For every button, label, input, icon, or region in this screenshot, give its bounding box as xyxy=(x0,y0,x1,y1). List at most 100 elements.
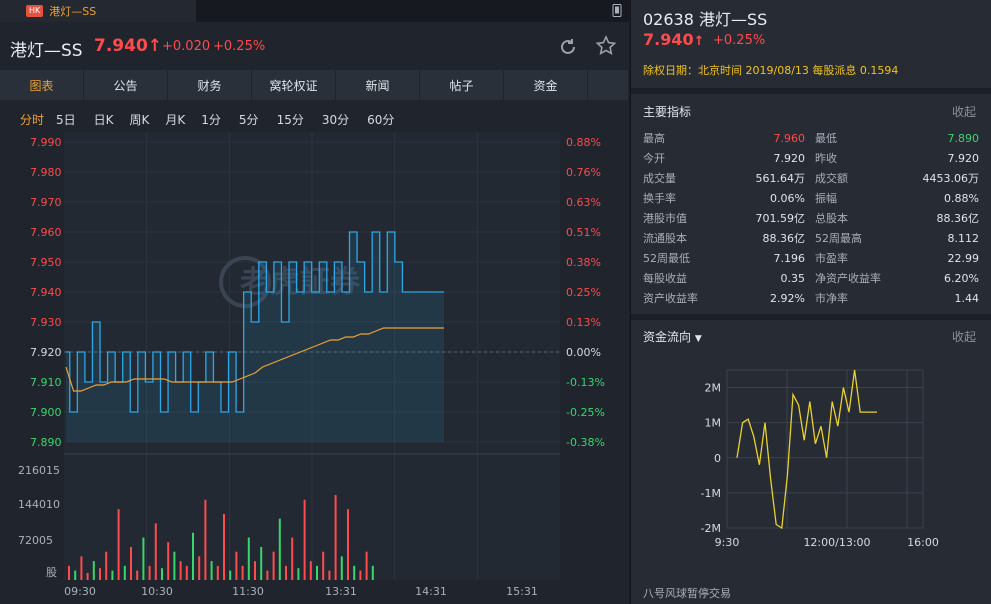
period-5min[interactable]: 5分 xyxy=(238,112,259,127)
metric-row: 52周最低 7.196 市盈率 22.99 xyxy=(643,248,979,268)
metric-value: 8.112 xyxy=(947,231,980,245)
hk-badge: HK xyxy=(26,5,44,17)
phone-icon[interactable] xyxy=(612,4,622,17)
volume-bar xyxy=(154,523,157,580)
tab-more[interactable] xyxy=(588,70,628,100)
volume-bar xyxy=(167,542,170,580)
metric-label: 换手率 xyxy=(643,192,676,205)
period-intraday[interactable]: 分时 xyxy=(20,112,45,127)
tab-title: 港灯—SS xyxy=(49,5,97,18)
period-15min[interactable]: 15分 xyxy=(276,112,304,127)
refresh-icon[interactable] xyxy=(557,36,579,58)
period-1min[interactable]: 1分 xyxy=(201,112,221,127)
metric-row: 资产收益率 2.92% 市净率 1.44 xyxy=(643,288,979,308)
volume-bar xyxy=(161,568,163,580)
flow-x-label: 12:00/13:00 xyxy=(803,536,870,549)
info-panel: 02638 港灯—SS 7.940↑ +0.25% 除权日期：北京时间 2019… xyxy=(630,0,991,604)
tab-announcements[interactable]: 公告 xyxy=(84,70,167,100)
volume-bar xyxy=(210,561,213,580)
volume-bar xyxy=(285,565,287,580)
metric-value: 4453.06万 xyxy=(922,172,980,185)
y-axis-label: 7.910 xyxy=(30,376,62,389)
metric-value: 7.920 xyxy=(773,151,806,165)
star-icon[interactable] xyxy=(595,35,617,57)
right-pct: +0.25% xyxy=(713,33,766,48)
metric-value: 2.92% xyxy=(770,291,805,305)
metric-value: 0.35 xyxy=(780,271,806,285)
metric-label: 市净率 xyxy=(815,292,848,305)
metrics-collapse-button[interactable]: 收起 xyxy=(951,105,976,119)
stock-tab[interactable]: HK 港灯—SS xyxy=(0,0,196,22)
period-30min[interactable]: 30分 xyxy=(321,112,350,127)
tab-chart[interactable]: 图表 xyxy=(0,70,83,100)
right-price: 7.940↑ xyxy=(643,30,705,49)
flow-y-label: 2M xyxy=(705,382,722,395)
metric-label: 资产收益率 xyxy=(643,292,698,305)
metric-row: 最高 7.960 最低 7.890 xyxy=(643,128,979,148)
volume-bar xyxy=(142,537,145,580)
average-price-line xyxy=(65,327,444,392)
tab-strip: HK 港灯—SS xyxy=(0,0,629,22)
fund-flow-title[interactable]: 资金流向 ▼ xyxy=(643,330,702,344)
period-weekly[interactable]: 周K xyxy=(129,112,150,127)
y-axis-pct-label: -0.25% xyxy=(566,406,605,419)
metric-row: 成交量 561.64万 成交额 4453.06万 xyxy=(643,168,979,188)
metric-value: 88.36亿 xyxy=(762,232,806,245)
fund-flow-collapse-button[interactable]: 收起 xyxy=(951,330,976,344)
volume-bar xyxy=(322,551,325,580)
intraday-chart[interactable]: 老虎証券 7.990 7.980 7.970 7.960 7.950 7.940 7.930… xyxy=(0,132,629,604)
volume-bar xyxy=(111,570,114,580)
caret-down-icon: ▼ xyxy=(694,334,702,344)
volume-bar xyxy=(185,565,188,580)
metric-label: 总股本 xyxy=(815,212,848,225)
x-axis-label: 10:30 xyxy=(141,585,173,598)
chart-panel: HK 港灯—SS 港灯—SS 7.940↑ +0.020 +0.25% 图表 公… xyxy=(0,0,629,604)
volume-bar xyxy=(371,565,374,580)
y-axis-pct-label: 0.13% xyxy=(566,316,601,329)
volume-bar xyxy=(328,570,331,580)
tab-financials[interactable]: 财务 xyxy=(168,70,251,100)
tab-warrants[interactable]: 窝轮权证 xyxy=(252,70,335,100)
volume-bar xyxy=(192,532,194,580)
tab-posts[interactable]: 帖子 xyxy=(420,70,503,100)
tab-news[interactable]: 新闻 xyxy=(336,70,419,100)
period-monthly[interactable]: 月K xyxy=(165,112,186,127)
volume-bar xyxy=(278,518,281,580)
period-60min[interactable]: 60分 xyxy=(367,112,395,127)
y-axis-pct-label: 0.51% xyxy=(566,226,601,239)
x-axis-label: 13:31 xyxy=(325,585,357,598)
fund-flow-chart: 2M 1M 0 -1M -2M 9:30 12:00/13:00 16:00 xyxy=(701,369,939,549)
volume-bar xyxy=(291,537,294,580)
metric-value: 7.196 xyxy=(773,251,806,265)
volume-bar xyxy=(92,561,95,580)
metric-row: 换手率 0.06% 振幅 0.88% xyxy=(643,188,979,208)
period-5d[interactable]: 5日 xyxy=(56,112,76,127)
y-axis-label: 7.960 xyxy=(30,226,62,239)
separator xyxy=(631,88,991,94)
flow-x-label: 16:00 xyxy=(907,536,939,549)
volume-bar xyxy=(297,568,300,580)
metric-value: 0.06% xyxy=(770,191,805,205)
flow-y-label: 0 xyxy=(714,452,721,465)
metric-label: 最高 xyxy=(643,132,665,145)
metric-label: 振幅 xyxy=(815,192,837,205)
stock-header: 港灯—SS 7.940↑ +0.020 +0.25% xyxy=(0,22,629,70)
volume-bar xyxy=(80,556,83,580)
price-change: +0.020 xyxy=(162,39,211,54)
x-axis-label: 09:30 xyxy=(64,585,96,598)
metric-value: 1.44 xyxy=(954,291,980,305)
metric-value: 7.890 xyxy=(947,131,980,145)
flow-y-label: 1M xyxy=(705,417,722,430)
volume-axis-label: 股 xyxy=(46,566,57,579)
y-axis-pct-label: 0.00% xyxy=(566,346,601,359)
y-axis-label: 7.990 xyxy=(30,136,62,149)
tab-funds[interactable]: 资金 xyxy=(504,70,587,100)
volume-bar xyxy=(266,570,269,580)
metric-label: 最低 xyxy=(815,132,837,145)
volume-axis-label: 144010 xyxy=(18,498,60,511)
volume-bar xyxy=(123,565,126,580)
metric-label: 港股市值 xyxy=(643,212,687,225)
typhoon-notice: 八号风球暂停交易 xyxy=(643,587,731,600)
period-daily[interactable]: 日K xyxy=(93,112,114,127)
period-selector: 分时 5日 日K 周K 月K 1分 5分 15分 30分 60分 xyxy=(0,104,629,134)
